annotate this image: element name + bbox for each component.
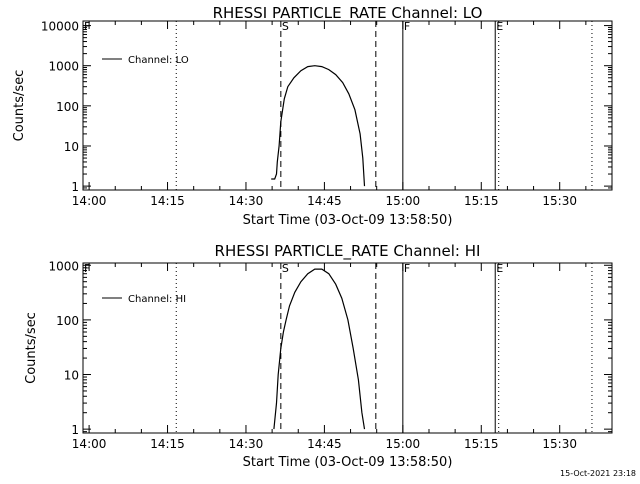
- series-line: [273, 268, 366, 430]
- y-tick-label: 1: [71, 423, 79, 437]
- x-tick-label: 14:30: [229, 194, 264, 208]
- x-axis-label: Start Time (03-Oct-09 13:58:50): [243, 455, 453, 470]
- x-tick-label: 15:30: [542, 437, 577, 451]
- x-tick-label: 14:15: [150, 194, 185, 208]
- footer-timestamp: 15-Oct-2021 23:18: [560, 469, 636, 478]
- y-tick-label: 1000: [48, 259, 79, 273]
- y-axis-label: Counts/sec: [12, 70, 27, 142]
- y-tick-label: 10: [64, 140, 79, 154]
- event-marker-label: F: [84, 262, 90, 275]
- plot-frame: [82, 20, 613, 191]
- x-tick-label: 15:30: [542, 194, 577, 208]
- y-tick-label: 1000: [48, 60, 79, 74]
- x-tick-label: 15:15: [464, 194, 499, 208]
- x-tick-label: 15:15: [464, 437, 499, 451]
- y-tick-label: 10000: [41, 20, 79, 34]
- event-marker-label: E: [496, 262, 503, 275]
- x-tick-label: 14:00: [72, 437, 107, 451]
- x-tick-label: 15:00: [386, 437, 421, 451]
- event-marker-label: F: [404, 262, 410, 275]
- x-axis-label: Start Time (03-Oct-09 13:58:50): [243, 213, 453, 228]
- x-tick-label: 14:45: [307, 194, 342, 208]
- y-tick-label: 10: [64, 369, 79, 383]
- event-marker-label: F: [404, 20, 410, 33]
- plot-frame: [82, 262, 613, 434]
- x-tick-label: 15:00: [386, 194, 421, 208]
- chart-title: RHESSI PARTICLE_RATE Channel: HI: [215, 242, 481, 261]
- event-marker-label: S: [282, 20, 289, 33]
- y-tick-label: 1: [71, 180, 79, 194]
- y-axis-label: Counts/sec: [24, 312, 39, 384]
- y-tick-label: 100: [56, 100, 79, 114]
- panel-lo: RHESSI PARTICLE_RATE Channel: LO Counts/s…: [12, 4, 613, 228]
- event-marker-label: F: [84, 20, 90, 33]
- event-marker-label: S: [282, 262, 289, 275]
- event-marker-label: E: [496, 20, 503, 33]
- x-tick-label: 14:15: [150, 437, 185, 451]
- panel-hi: RHESSI PARTICLE_RATE Channel: HI Counts/s…: [24, 242, 613, 470]
- legend-label: Channel: LO: [128, 55, 189, 66]
- y-tick-label: 100: [56, 314, 79, 328]
- x-tick-label: 14:45: [307, 437, 342, 451]
- legend-label: Channel: HI: [128, 294, 186, 305]
- chart-title: RHESSI PARTICLE_RATE Channel: LO: [213, 4, 483, 23]
- x-tick-label: 14:30: [229, 437, 264, 451]
- x-tick-label: 14:00: [72, 194, 107, 208]
- series-line: [271, 65, 366, 187]
